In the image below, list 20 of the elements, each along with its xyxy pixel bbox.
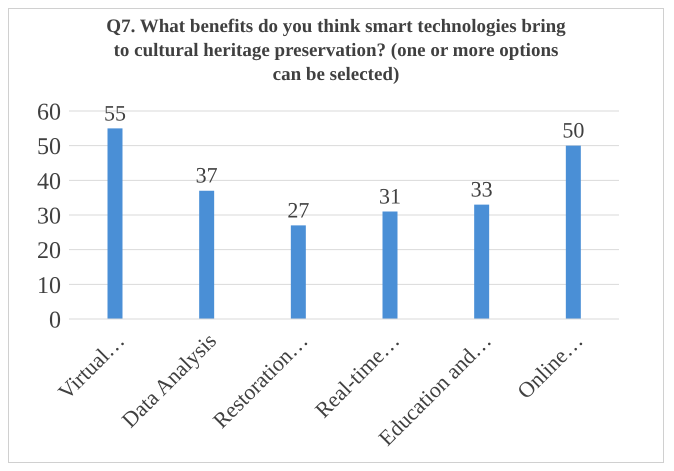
bar — [108, 128, 122, 319]
y-tick-label: 60 — [37, 100, 61, 126]
y-tick-label: 20 — [37, 238, 61, 264]
y-tick-label: 0 — [49, 308, 61, 334]
bar — [199, 190, 214, 319]
data-label: 50 — [562, 118, 584, 143]
bar — [474, 204, 490, 319]
bar — [382, 212, 398, 319]
bar — [566, 146, 581, 319]
data-label: 55 — [104, 100, 126, 126]
y-tick-label: 40 — [37, 168, 61, 195]
data-label: 27 — [287, 197, 310, 222]
chart-title: Q7. What benefits do you think smart technologies bring to cultural heritage preservation? (one or more options can be selected) — [105, 15, 567, 87]
y-tick-label: 10 — [37, 272, 61, 299]
data-label: 33 — [470, 176, 493, 202]
y-tick-label: 30 — [37, 204, 61, 230]
bar — [290, 225, 306, 319]
data-label: 31 — [379, 184, 401, 209]
y-tick-label: 50 — [37, 134, 61, 160]
data-label: 37 — [196, 162, 218, 188]
